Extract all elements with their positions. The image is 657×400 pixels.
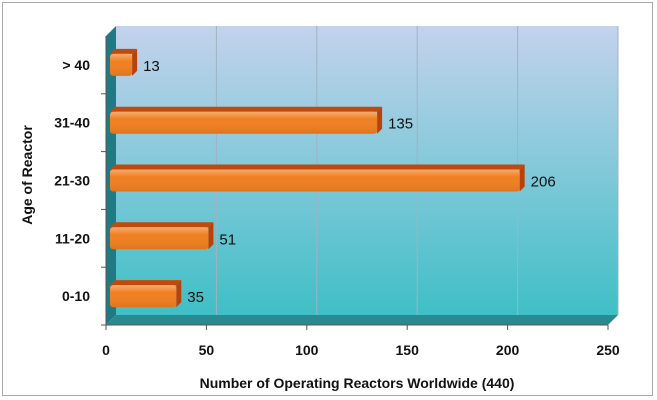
data-label: 51 [219, 231, 236, 248]
bar-shade [110, 169, 520, 192]
x-tick-label: 150 [396, 342, 420, 358]
bar-shade [110, 111, 378, 134]
bar-end [377, 106, 383, 134]
floor [106, 315, 618, 325]
bar-shade [110, 285, 177, 308]
bar-end [519, 164, 525, 192]
x-axis-title: Number of Operating Reactors Worldwide (… [200, 375, 515, 391]
bar-top [110, 48, 138, 54]
data-label: 135 [388, 116, 413, 133]
y-tick-label: 31-40 [54, 115, 90, 131]
y-tick-label: 11-20 [55, 230, 90, 246]
bar-top [110, 280, 182, 286]
x-tick-label: 100 [295, 342, 319, 358]
bar-end [208, 222, 214, 250]
x-tick-label: 250 [596, 342, 620, 358]
x-tick-label: 200 [496, 342, 520, 358]
bar-shade [110, 53, 133, 76]
bar-top [110, 222, 214, 228]
data-label: 206 [531, 174, 556, 191]
bar-top [110, 164, 525, 170]
y-axis-title: Age of Reactor [19, 125, 35, 225]
data-label: 13 [143, 58, 160, 75]
y-tick-label: 0-10 [62, 288, 90, 304]
x-tick-label: 0 [102, 342, 110, 358]
x-tick-label: 50 [199, 342, 215, 358]
bar-end [176, 280, 182, 308]
y-tick-label: 21-30 [54, 173, 90, 189]
bar-end [132, 48, 138, 76]
data-label: 35 [187, 289, 204, 306]
y-tick-label: > 40 [62, 57, 90, 73]
bar-shade [110, 227, 209, 250]
bar-top [110, 106, 383, 112]
